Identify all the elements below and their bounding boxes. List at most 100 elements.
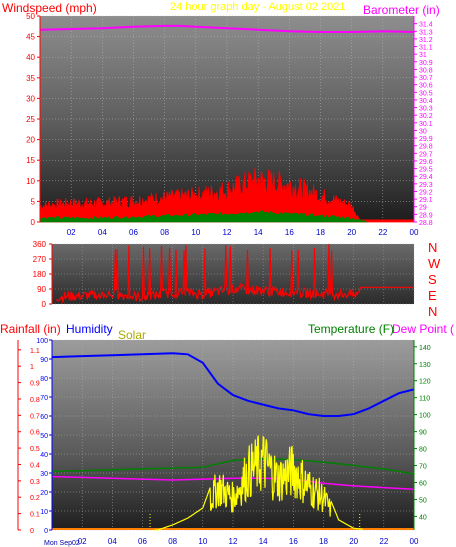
wind-direction-tick-label: 360 (33, 240, 47, 249)
temperature-tick-label: 90 (419, 430, 427, 437)
windspeed-x-tick-label: 12 (223, 228, 232, 237)
compass-direction-label: N (428, 240, 437, 255)
windspeed-x-tick-label: 16 (285, 228, 294, 237)
barometer-tick-label: 30.3 (419, 106, 433, 113)
temperature-x-tick-label: 14 (259, 537, 268, 546)
wind-direction-ticks: 0 90 180 270 360 (33, 240, 52, 309)
barometer-tick-label: 31.4 (419, 22, 433, 29)
solar-label: Solar (118, 328, 146, 342)
windspeed-tick-label: 50 (26, 12, 35, 21)
windspeed-x-tick-label: 06 (129, 228, 138, 237)
humidity-tick-label: 10 (40, 509, 48, 516)
windspeed-x-tick-label: 20 (347, 228, 356, 237)
date-label: Mon Sep02 (44, 540, 80, 547)
temperature-x-tick-label: 06 (138, 537, 147, 546)
rainfall-tick-label: 1 (30, 364, 34, 371)
compass-direction-label: N (428, 304, 437, 319)
windspeed-x-tick-label: 14 (254, 228, 263, 237)
temperature-x-tick-label: 12 (229, 537, 238, 546)
wind-direction-series (55, 244, 414, 304)
temperature-tick-label: 50 (419, 497, 427, 504)
windspeed-x-tick-label: 04 (98, 228, 107, 237)
barometer-tick-label: 29.8 (419, 144, 433, 151)
windspeed-x-tick-label: 00 (410, 228, 419, 237)
temperature-x-tick-label: 00 (410, 537, 419, 546)
humidity-line (51, 352, 415, 417)
windspeed-tick-label: 35 (26, 74, 35, 83)
compass-direction-label: W (428, 256, 441, 271)
barometer-tick-label: 28.9 (419, 212, 433, 219)
barometer-tick-label: 31.3 (419, 29, 433, 36)
windspeed-tick-label: 15 (26, 156, 35, 165)
humidity-tick-label: 30 (40, 471, 48, 478)
windspeed-left-ticks: 0 5 10 15 20 25 30 35 40 45 50 (26, 12, 40, 227)
windspeed-tick-label: 40 (26, 53, 35, 62)
temperature-x-tick-label: 18 (319, 537, 328, 546)
barometer-tick-label: 30.8 (419, 67, 433, 74)
wind-direction-tick-label: 270 (33, 255, 47, 264)
barometer-line (39, 24, 415, 33)
temperature-x-tick-label: 10 (198, 537, 207, 546)
barometer-tick-label: 29 (419, 205, 427, 212)
humidity-tick-label: 0 (44, 528, 48, 535)
rainfall-tick-label: 1.1 (30, 348, 40, 355)
barometer-tick-label: 29.3 (419, 182, 433, 189)
barometer-right-ticks: 28.828.92929.129.229.329.429.529.629.729… (414, 22, 433, 227)
windspeed-x-tick-label: 18 (316, 228, 325, 237)
humidity-tick-label: 80 (40, 376, 48, 383)
compass-direction-label: E (428, 288, 437, 303)
barometer-tick-label: 30.4 (419, 98, 433, 105)
temperature-x-ticks: 02 04 06 08 10 12 14 16 18 20 22 00 (78, 537, 419, 546)
barometer-tick-label: 30 (419, 128, 427, 135)
wind-gust-series (39, 167, 415, 223)
barometer-tick-label: 29.7 (419, 151, 433, 158)
windspeed-x-ticks: 02 04 06 08 10 12 14 16 18 20 22 00 (67, 228, 419, 237)
temperature-x-tick-label: 22 (379, 537, 388, 546)
windspeed-x-tick-label: 10 (191, 228, 200, 237)
dewpoint-line (51, 458, 415, 475)
temperature-x-tick-label: 16 (289, 537, 298, 546)
wind-direction-tick-label: 90 (37, 285, 46, 294)
humidity-tick-label: 60 (40, 414, 48, 421)
barometer-tick-label: 29.4 (419, 174, 433, 181)
barometer-axis-label: Barometer (in) (363, 3, 440, 17)
windspeed-axis-label: Windspeed (mph) (2, 1, 97, 15)
humidity-tick-label: 70 (40, 395, 48, 402)
barometer-tick-label: 30.7 (419, 75, 433, 82)
windspeed-series (39, 24, 415, 223)
rainfall-tick-label: 0.3 (30, 479, 40, 486)
rainfall-ticks: 0 0.1 0.2 0.3 0.4 0.5 0.6 0.7 0.8 0.9 1 1.1 (18, 348, 40, 535)
temperature-series (51, 352, 415, 531)
humidity-ticks: 0 10 20 30 40 50 60 70 80 90 100 (36, 338, 52, 535)
barometer-tick-label: 29.5 (419, 167, 433, 174)
rainfall-tick-label: 0.6 (30, 430, 40, 437)
windspeed-tick-label: 30 (26, 94, 35, 103)
rainfall-tick-label: 0.7 (30, 413, 40, 420)
temperature-tick-label: 100 (419, 413, 431, 420)
temperature-x-tick-label: 04 (108, 537, 117, 546)
barometer-tick-label: 29.9 (419, 136, 433, 143)
wind-direction-tick-label: 0 (42, 300, 47, 309)
windspeed-tick-label: 25 (26, 115, 35, 124)
barometer-tick-label: 30.9 (419, 60, 433, 67)
wind-average-series (39, 210, 368, 223)
barometer-tick-label: 29.2 (419, 189, 433, 196)
chart-title: 24 hour graph day - August 02 2021 (170, 1, 346, 13)
temperature-tick-label: 70 (419, 464, 427, 471)
humidity-tick-label: 40 (40, 452, 48, 459)
windspeed-tick-label: 10 (26, 177, 35, 186)
dewpoint-label: Dew Point ( (392, 322, 454, 336)
temperature-x-tick-label: 20 (349, 537, 358, 546)
temperature-x-tick-label: 08 (168, 537, 177, 546)
rainfall-tick-label: 0 (30, 528, 34, 535)
wind-direction-line (55, 244, 414, 304)
temperature-tick-label: 80 (419, 447, 427, 454)
compass-direction-label: S (428, 272, 437, 287)
wind-direction-tick-label: 180 (33, 270, 47, 279)
windspeed-tick-label: 20 (26, 136, 35, 145)
windspeed-x-tick-label: 08 (160, 228, 169, 237)
temperature-tick-label: 120 (419, 379, 431, 386)
windspeed-tick-label: 45 (26, 33, 35, 42)
temperature-tick-label: 140 (419, 345, 431, 352)
barometer-tick-label: 29.6 (419, 159, 433, 166)
